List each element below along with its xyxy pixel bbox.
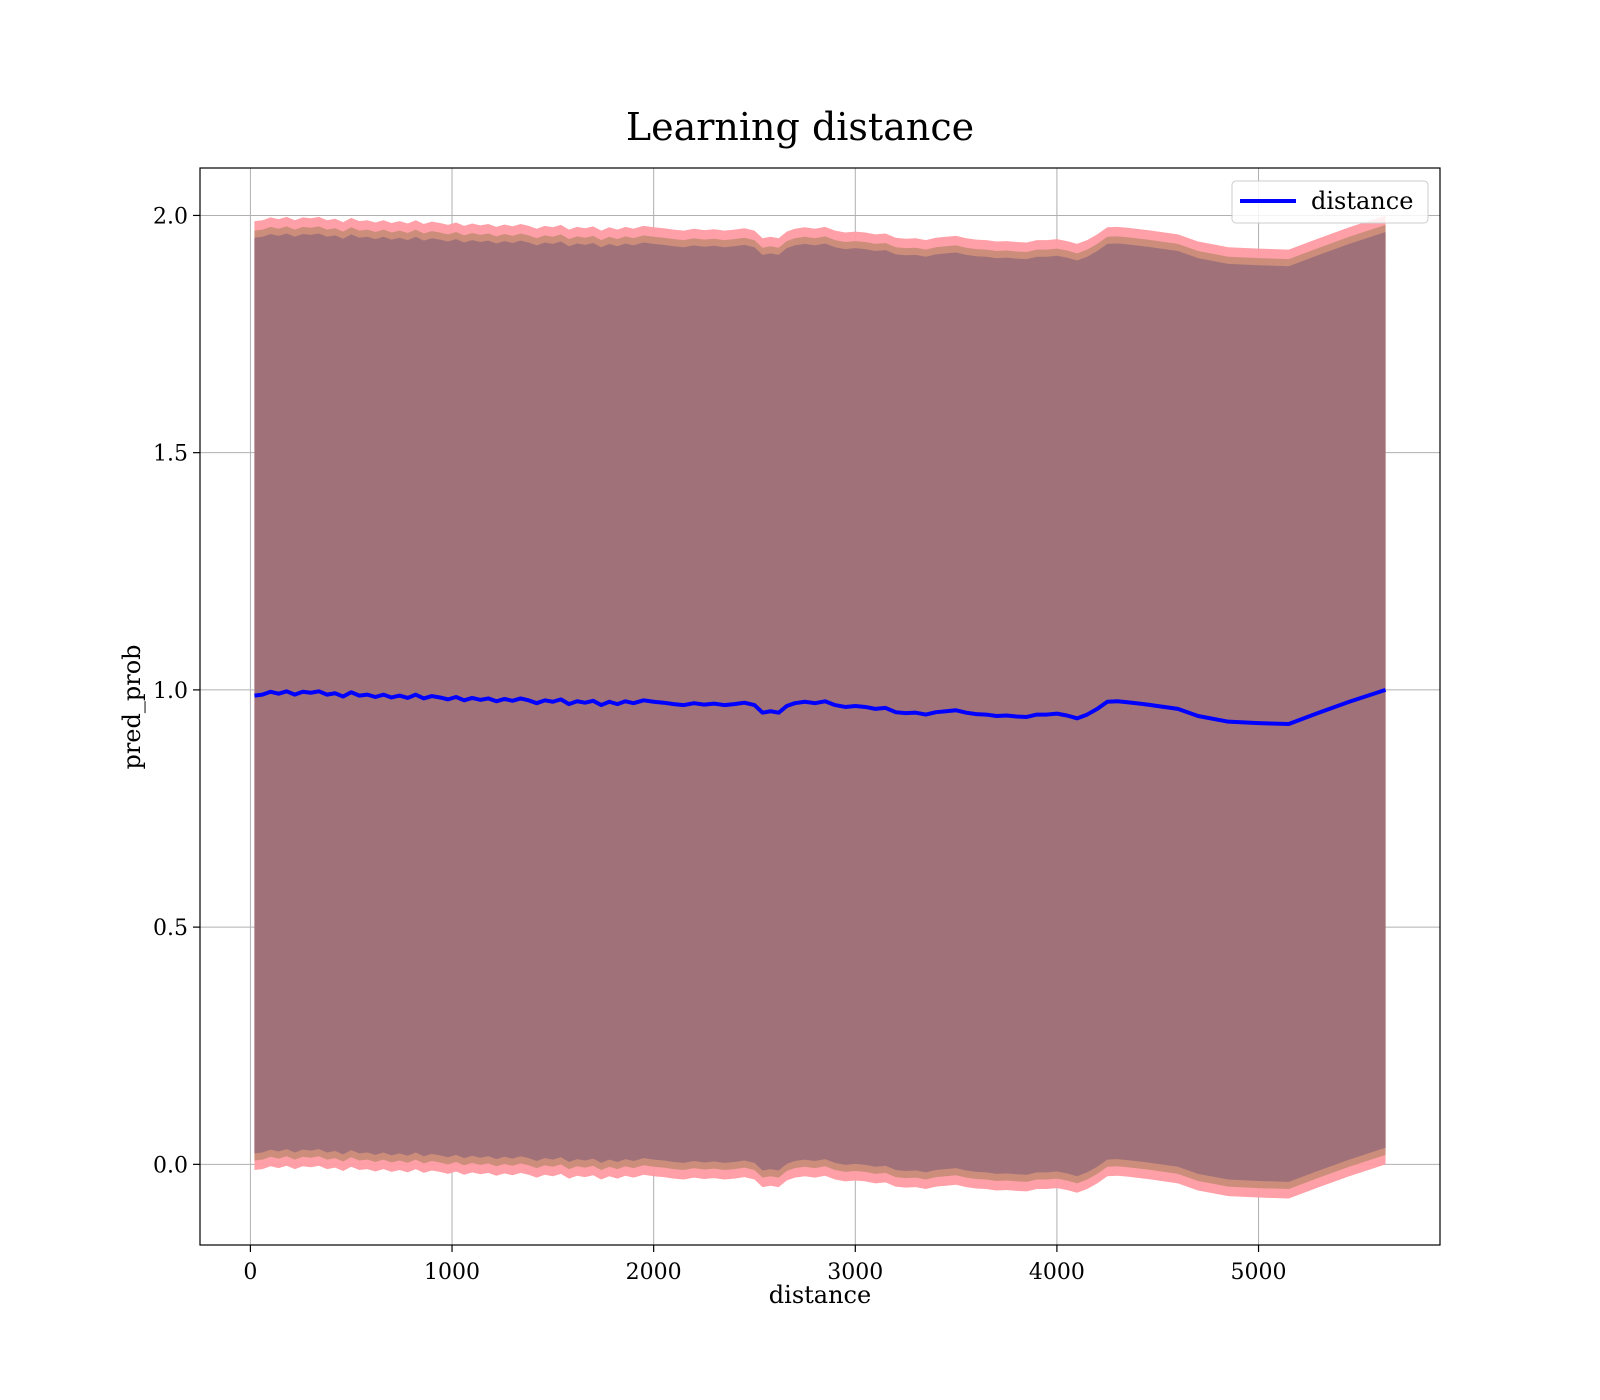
confidence-band-2 bbox=[254, 232, 1386, 1182]
y-tick-label: 0.0 bbox=[153, 1153, 188, 1178]
y-tick-label: 1.5 bbox=[153, 442, 188, 467]
y-tick-label: 2.0 bbox=[153, 204, 188, 229]
x-axis-label: distance bbox=[769, 1281, 871, 1309]
series-line-distance bbox=[254, 687, 1387, 727]
y-tick-label: 0.5 bbox=[153, 916, 188, 941]
y-axis-label: pred_prob bbox=[118, 644, 146, 769]
legend-label: distance bbox=[1311, 187, 1413, 215]
plot-frame bbox=[199, 167, 1441, 1246]
confidence-bands bbox=[254, 215, 1386, 1199]
x-tick-label: 2000 bbox=[626, 1260, 682, 1285]
x-tick-label: 4000 bbox=[1029, 1260, 1085, 1285]
x-tick-label: 1000 bbox=[424, 1260, 480, 1285]
x-tick-label: 5000 bbox=[1231, 1260, 1287, 1285]
legend-box bbox=[1231, 180, 1429, 224]
y-tick-label: 1.0 bbox=[153, 679, 188, 704]
axis-ticks: 0 1000 2000 3000 4000 5000 0.0 0.5 1.0 1.5 2.0 bbox=[153, 204, 1287, 1285]
legend: distance bbox=[1231, 180, 1429, 224]
series-lines bbox=[254, 687, 1387, 727]
chart-title: Learning distance bbox=[626, 105, 974, 149]
x-tick-label: 0 bbox=[243, 1260, 257, 1285]
x-tick-label: 3000 bbox=[827, 1260, 883, 1285]
